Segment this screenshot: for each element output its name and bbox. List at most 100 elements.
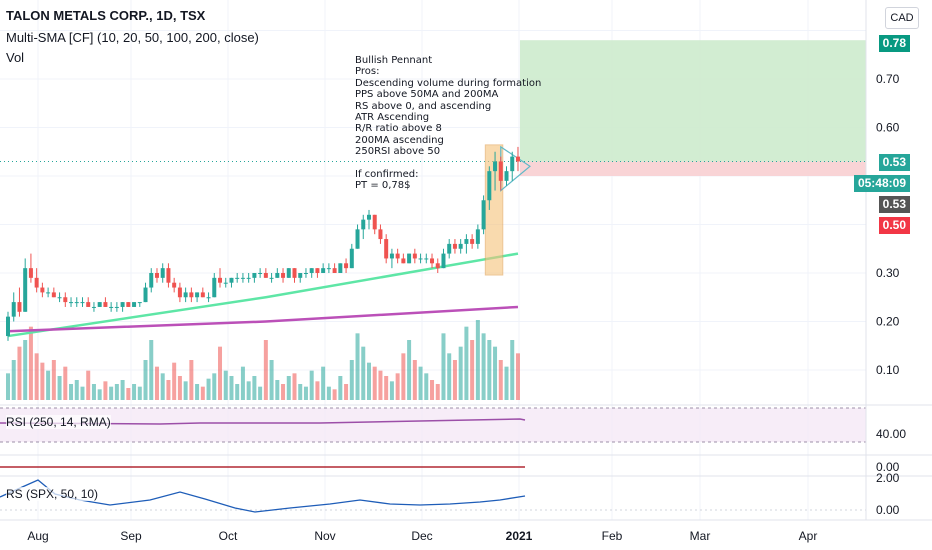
volume-bar xyxy=(475,320,480,400)
volume-bar xyxy=(97,389,102,400)
volume-bar xyxy=(46,370,51,400)
candle-body xyxy=(34,277,39,288)
x-tick-label: Feb xyxy=(602,529,623,543)
stop-price-badge: 0.50 xyxy=(878,217,910,234)
volume-bar xyxy=(103,381,108,400)
candle-body xyxy=(103,302,108,307)
volume-bar xyxy=(326,386,331,400)
candle-body xyxy=(23,268,28,312)
rsi-band xyxy=(0,408,866,442)
candle-body xyxy=(366,214,371,220)
symbol-title[interactable]: TALON METALS CORP., 1D, TSX xyxy=(6,8,206,23)
candle-body xyxy=(74,302,79,304)
volume-bar xyxy=(195,384,200,400)
y-tick-label: 0.30 xyxy=(876,266,900,280)
volume-bar xyxy=(395,373,400,400)
annotation-line xyxy=(355,158,541,169)
candle-body xyxy=(189,292,194,298)
candle-body xyxy=(401,258,406,264)
candle-body xyxy=(487,171,492,201)
volume-bar xyxy=(218,346,223,400)
x-tick-label: Dec xyxy=(411,529,432,543)
countdown-badge: 05:48:09 xyxy=(853,175,910,192)
rs-axis-label: 2.00 xyxy=(876,471,900,485)
volume-bar xyxy=(63,366,68,400)
candle-body xyxy=(137,302,142,304)
candle-body xyxy=(275,273,280,278)
candle-body xyxy=(200,292,205,298)
candle-body xyxy=(504,171,509,181)
candle-body xyxy=(475,229,480,244)
candle-body xyxy=(51,292,56,298)
volume-bar xyxy=(206,378,211,400)
zero-axis-label: 0.00 xyxy=(876,460,900,474)
annotation-line: Bullish Pennant xyxy=(355,55,433,66)
candle-body xyxy=(109,306,114,308)
candle-body xyxy=(263,273,268,278)
candle-body xyxy=(80,302,85,304)
volume-bar xyxy=(212,373,217,400)
target-price-badge: 0.78 xyxy=(878,35,910,52)
candle-body xyxy=(160,268,165,278)
candle-body xyxy=(286,268,291,278)
candle-body xyxy=(63,297,68,303)
volume-bar xyxy=(275,380,280,400)
volume-bar xyxy=(470,340,475,400)
volume-bar xyxy=(172,362,177,400)
volume-bar xyxy=(338,376,343,400)
volume-bar xyxy=(223,370,228,400)
volume-bar xyxy=(510,340,515,400)
volume-bar xyxy=(149,340,154,400)
rsi-pane-label[interactable]: RSI (250, 14, RMA) xyxy=(6,415,111,429)
rs-axis-label: 0.00 xyxy=(876,503,900,517)
volume-bar xyxy=(6,373,10,400)
candle-body xyxy=(154,273,159,278)
volume-bar xyxy=(252,376,257,400)
candle-body xyxy=(40,287,45,293)
volume-bar xyxy=(424,373,429,400)
candle-body xyxy=(269,277,274,279)
currency-button[interactable]: CAD xyxy=(885,7,919,29)
sma-indicator-label[interactable]: Multi-SMA [CF] (10, 20, 50, 100, 200, cl… xyxy=(6,30,259,45)
sma200-line xyxy=(7,305,519,333)
candle-body xyxy=(235,277,240,279)
candle-body xyxy=(240,277,245,279)
target-zone xyxy=(519,40,866,162)
sma50-line xyxy=(7,252,519,338)
candle-body xyxy=(515,156,520,162)
annotation-line: R/R ratio above 8 xyxy=(355,123,442,135)
candle-body xyxy=(378,229,383,240)
candle-body xyxy=(412,253,417,259)
candle-body xyxy=(315,268,320,273)
candle-body xyxy=(464,239,469,244)
annotation-line: PPS above 50MA and 200MA xyxy=(355,89,499,101)
candle-body xyxy=(298,273,303,278)
volume-bar xyxy=(57,376,62,400)
candle-body xyxy=(389,253,394,259)
volume-bar xyxy=(361,346,366,400)
volume-bar xyxy=(114,384,119,400)
candle-body xyxy=(493,161,498,172)
x-tick-label: Mar xyxy=(690,529,711,543)
volume-bar xyxy=(160,373,165,400)
candle-body xyxy=(430,258,435,264)
x-tick-label: Nov xyxy=(314,529,335,543)
rs-pane-label[interactable]: RS (SPX, 50, 10) xyxy=(6,487,99,501)
volume-bar xyxy=(281,384,286,400)
candle-body xyxy=(166,268,171,283)
candle-body xyxy=(126,302,131,307)
candle-body xyxy=(332,268,337,273)
volume-bar xyxy=(515,353,520,400)
volume-bar xyxy=(69,384,74,400)
y-tick-label: 0.60 xyxy=(876,121,900,135)
annotation-line: Descending volume during formation xyxy=(355,77,542,89)
annotation-line: ATR Ascending xyxy=(355,112,430,124)
candle-body xyxy=(177,287,182,298)
volume-bar xyxy=(504,366,509,400)
volume-bar xyxy=(298,384,303,400)
candle-body xyxy=(326,268,331,270)
candle-body xyxy=(246,277,251,279)
volume-bar xyxy=(355,333,360,400)
volume-indicator-label[interactable]: Vol xyxy=(6,50,25,65)
